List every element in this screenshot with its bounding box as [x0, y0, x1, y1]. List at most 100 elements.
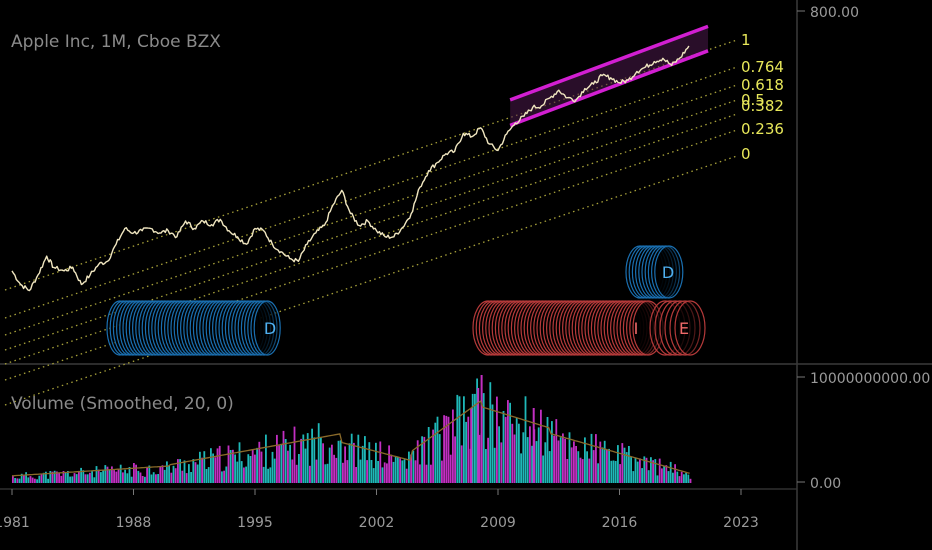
- time-axis-label: 2023: [723, 515, 759, 531]
- volume-bar: [423, 436, 426, 483]
- volume-bar: [331, 444, 333, 483]
- volume-bar: [419, 464, 421, 483]
- volume-bar: [243, 467, 245, 483]
- volume-bar: [227, 445, 230, 483]
- fib-level-label: 1: [741, 31, 751, 49]
- volume-bar: [364, 436, 366, 483]
- volume-bar: [240, 461, 243, 483]
- volume-bar: [445, 415, 448, 483]
- volume-bar: [408, 451, 410, 483]
- volume-bar: [577, 451, 580, 483]
- volume-bar: [463, 396, 465, 483]
- volume-bar: [111, 466, 113, 483]
- volume-bar: [471, 393, 474, 483]
- volume-bar: [579, 457, 582, 483]
- volume-bar: [293, 426, 296, 483]
- volume-bar: [537, 427, 540, 483]
- volume-bar: [548, 451, 551, 483]
- volume-bar: [383, 462, 386, 483]
- volume-bar: [656, 475, 659, 483]
- volume-bar: [199, 451, 201, 483]
- volume-bar: [80, 467, 82, 483]
- volume-bar: [511, 423, 514, 483]
- volume-bar: [425, 464, 428, 483]
- volume-bar: [526, 437, 529, 483]
- volume-bar: [476, 378, 478, 483]
- volume-bar: [31, 477, 34, 483]
- volume-bar: [64, 472, 67, 483]
- volume-bar: [641, 468, 643, 483]
- volume-bar: [614, 461, 617, 483]
- event-markers[interactable]: D D E I: [106, 245, 706, 356]
- volume-bar: [146, 467, 148, 483]
- volume-bar: [394, 456, 397, 483]
- volume-bar: [40, 474, 43, 483]
- price-axis-label: 800.00: [810, 5, 859, 21]
- volume-bar: [557, 440, 560, 483]
- fib-level-label: 0.618: [741, 76, 784, 94]
- volume-bar: [273, 458, 276, 483]
- regression-channel[interactable]: [509, 24, 709, 127]
- time-axis-label: 1995: [237, 515, 273, 531]
- marker-disc: [674, 300, 706, 356]
- volume-bar: [295, 464, 298, 483]
- volume-bar: [401, 460, 404, 483]
- volume-bar: [430, 464, 432, 483]
- volume-bar: [432, 429, 434, 483]
- volume-bar: [509, 402, 511, 483]
- price-series[interactable]: [11, 45, 690, 292]
- volume-bar: [174, 468, 177, 483]
- volume-bar: [289, 444, 291, 483]
- volume-bar: [311, 428, 313, 483]
- volume-pane-title: Volume (Smoothed, 20, 0): [11, 394, 234, 414]
- volume-axis-label-bottom: 0.00: [810, 476, 841, 492]
- time-axis[interactable]: 1981 1988 1995 2002 2009 2016 2023: [0, 489, 759, 531]
- volume-bar: [58, 473, 60, 483]
- volume-bar: [654, 459, 657, 483]
- volume-bar: [265, 434, 267, 483]
- volume-bar: [38, 475, 41, 483]
- volume-bar: [630, 456, 632, 483]
- volume-bar: [324, 464, 327, 483]
- volume-bar: [216, 448, 219, 483]
- volume-bar: [405, 468, 408, 483]
- volume-bar: [157, 474, 159, 483]
- volume-bar: [529, 426, 531, 483]
- volume-bar: [672, 472, 674, 483]
- volume-bar: [379, 441, 382, 483]
- volume-bar: [119, 464, 122, 483]
- volume-bar: [181, 470, 184, 483]
- volume-bar: [170, 472, 173, 483]
- volume-bar: [344, 446, 346, 483]
- volume-bar: [234, 454, 236, 483]
- volume-bar: [210, 448, 212, 483]
- volume-bar: [663, 465, 665, 483]
- volume-bar: [447, 416, 450, 483]
- volume-bar: [104, 465, 107, 483]
- volume-bar: [658, 458, 661, 483]
- volume-bar: [361, 445, 364, 483]
- volume-bar: [130, 476, 133, 483]
- volume-bar: [159, 466, 162, 483]
- volume-bar: [137, 470, 140, 483]
- volume-bar: [491, 404, 494, 483]
- volume-bar: [73, 473, 76, 483]
- volume-bar: [256, 447, 258, 483]
- volume-bar: [370, 460, 373, 483]
- volume-bar: [218, 445, 221, 483]
- price-pane-title: Apple Inc, 1M, Cboe BZX: [11, 32, 221, 52]
- volume-bar: [328, 447, 331, 483]
- volume-bar: [115, 471, 118, 483]
- volume-bar: [403, 459, 406, 483]
- volume-bar: [414, 460, 417, 483]
- volume-bar: [97, 469, 100, 483]
- volume-bar: [49, 471, 52, 483]
- fib-level-label: 0.5: [741, 91, 765, 109]
- volume-bar: [434, 422, 437, 483]
- volume-bar: [612, 460, 615, 483]
- volume-bar: [108, 469, 111, 483]
- volume-bar: [247, 454, 250, 483]
- volume-bar: [14, 478, 16, 483]
- volume-bar: [53, 470, 56, 483]
